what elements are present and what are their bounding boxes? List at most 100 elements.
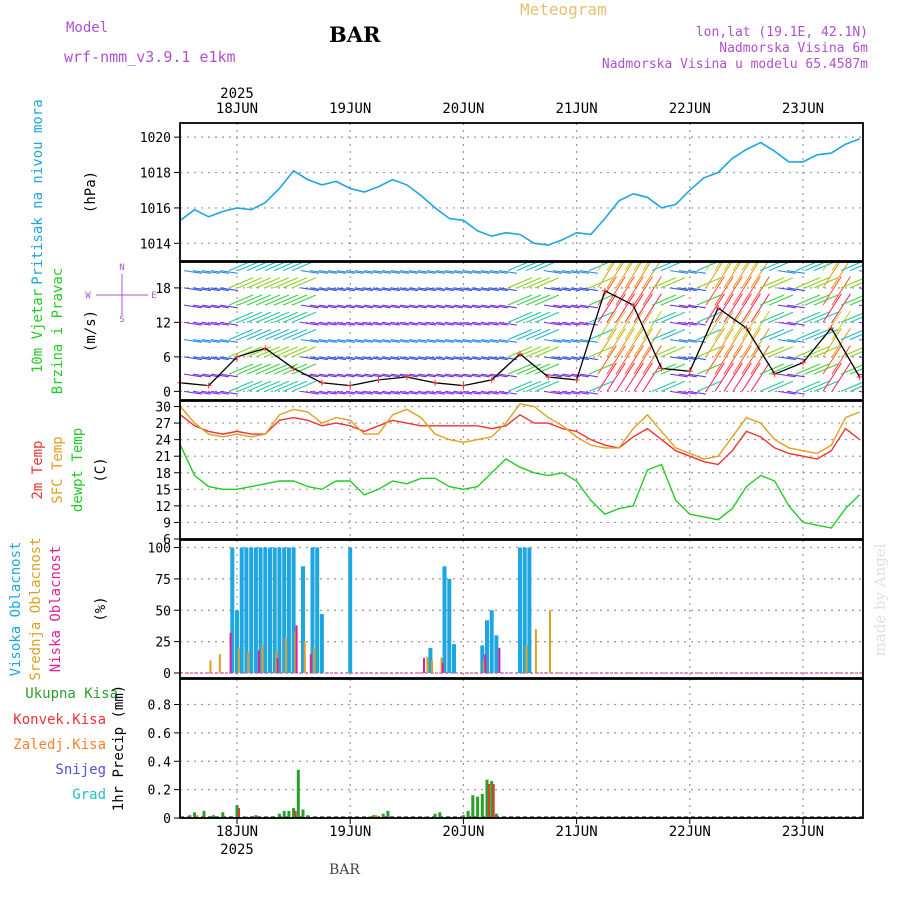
wind-arrow [597, 362, 617, 392]
cloud-bar-high [286, 547, 291, 673]
precip-bar-total [372, 815, 376, 818]
wind-arrow [381, 270, 400, 274]
wind-ylabel2: Brzina i Pravac [50, 268, 66, 394]
wind-arrow [363, 373, 382, 378]
y-tick-label: 0.2 [148, 784, 171, 799]
wind-speed-marker [573, 376, 580, 383]
cloud-bar-high [310, 547, 315, 673]
wind-arrow [750, 293, 770, 323]
wind-arrow [615, 310, 635, 340]
precip-bar-total [296, 769, 300, 818]
wind-arrow [399, 287, 418, 292]
wind-arrow [408, 373, 427, 378]
wind-arrow [687, 390, 706, 395]
cloud-bar-low [257, 650, 260, 673]
wind-arrow [444, 270, 463, 274]
wind-arrow [237, 277, 263, 289]
wind-speed-marker [234, 353, 240, 360]
precip-bar-total [202, 810, 206, 818]
wind-arrow [777, 321, 796, 326]
wind-arrow [300, 270, 319, 274]
precip-bar-total [277, 813, 281, 818]
wind-arrow [822, 276, 842, 306]
wind-arrow [183, 339, 202, 343]
cloud-bar-mid [209, 660, 212, 673]
wind-arrow [183, 356, 202, 361]
wind-arrow [399, 390, 418, 395]
wind-arrow [309, 339, 328, 343]
wind-arrow [669, 390, 688, 395]
wind-arrow [624, 362, 644, 392]
wind-arrow [777, 287, 796, 292]
precip-bar-total [188, 815, 192, 818]
legend-total-rain: Ukupna Kisa [25, 686, 118, 702]
wind-arrow [264, 363, 290, 375]
wind-arrow [786, 270, 805, 274]
wind-arrow [516, 311, 542, 323]
cloud-bar-high [277, 547, 282, 673]
wind-arrow [336, 270, 355, 274]
precip-bar-total [193, 812, 197, 818]
wind-arrow [516, 380, 542, 392]
wind-arrow [327, 390, 346, 395]
wind-arrow [507, 363, 533, 375]
wind-arrow [750, 345, 770, 375]
wind-arrow [561, 356, 580, 361]
y-tick-label: 24 [155, 434, 171, 449]
wind-arrow [480, 321, 499, 326]
model-label: Model [66, 20, 109, 36]
wind-arrow [192, 373, 211, 378]
wind-arrow [822, 262, 830, 271]
wind-arrow [669, 321, 688, 326]
wind-arrow [552, 287, 571, 292]
wind-arrow [480, 339, 499, 343]
wind-arrow [300, 321, 319, 326]
y-tick-label: 9 [163, 516, 171, 531]
wind-arrow [840, 347, 863, 358]
wind-arrow [633, 345, 653, 375]
wind-arrow [300, 356, 319, 361]
wind-arrow [732, 262, 751, 289]
wind-arrow [255, 311, 281, 323]
wind-arrow [777, 270, 796, 274]
wind-arrow [768, 294, 794, 306]
wind-arrow [552, 373, 571, 378]
wind-arrow [606, 293, 626, 323]
wind-arrows [183, 262, 863, 395]
wind-arrow [327, 373, 346, 378]
wind-arrow [183, 304, 202, 309]
pressure-ylabel: Pritisak na nivou mora [30, 99, 46, 284]
cloud-bar-high [489, 610, 494, 673]
wind-unit: (m/s) [83, 310, 99, 352]
wind-arrow [453, 270, 472, 274]
precip-bar-total [476, 796, 480, 818]
y-tick-label: 0.8 [148, 699, 171, 714]
wind-arrow [732, 328, 752, 358]
wind-arrow [579, 373, 598, 378]
cloud-ylabel3: Niska Oblacnost [48, 546, 64, 672]
wind-arrow [642, 276, 662, 306]
wind-arrow [849, 281, 863, 289]
wind-arrow [642, 345, 662, 375]
wind-arrow [489, 339, 508, 343]
precip-bar-total [221, 812, 225, 818]
wind-arrow [840, 381, 863, 392]
wind-arrow [336, 339, 355, 343]
wind-arrow [804, 380, 830, 392]
wind-speed-marker [630, 302, 637, 309]
wind-arrow [795, 363, 821, 375]
wind-arrow [408, 321, 427, 326]
wind-arrow [768, 380, 794, 392]
wind-arrow [516, 363, 542, 375]
wind-arrow [435, 356, 454, 361]
wind-arrow [705, 362, 725, 392]
wind-arrow [822, 328, 842, 358]
wind-arrow [552, 390, 571, 395]
x-tick-label-top: 20JUN [442, 101, 484, 117]
wind-arrow [678, 373, 697, 378]
wind-arrow [399, 339, 418, 343]
precip-bar-total [211, 815, 215, 818]
wind-arrow [453, 373, 472, 378]
cloud-unit: (%) [93, 596, 109, 621]
wind-arrow [453, 321, 472, 326]
